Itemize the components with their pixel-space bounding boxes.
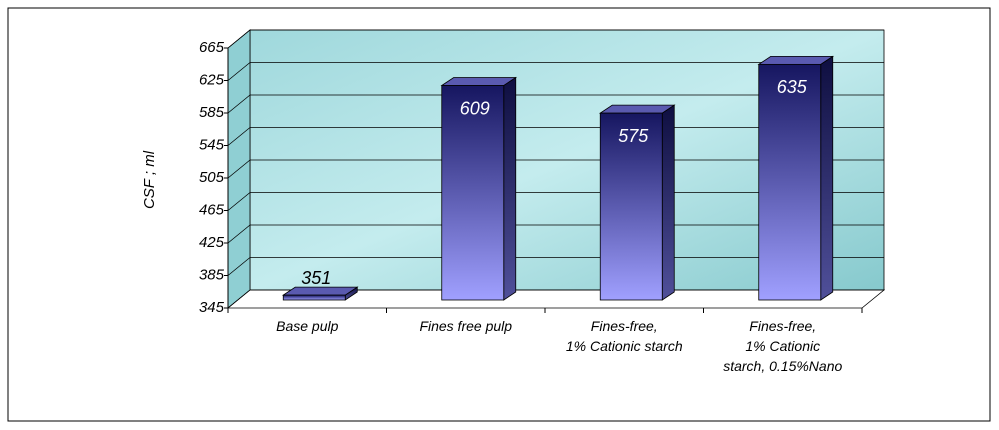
bar-top bbox=[757, 55, 835, 65]
grid-line bbox=[227, 159, 251, 179]
y-tick-label: 545 bbox=[199, 136, 225, 153]
grid-line bbox=[227, 192, 251, 211]
x-tick-label: Base pulp bbox=[276, 318, 339, 334]
bar-top bbox=[281, 286, 359, 296]
bar-top bbox=[440, 77, 518, 86]
bar bbox=[599, 112, 663, 301]
data-label: 635 bbox=[777, 77, 808, 97]
grid-line bbox=[227, 62, 251, 81]
bar bbox=[282, 294, 346, 301]
y-tick-label: 505 bbox=[199, 169, 225, 186]
y-axis-label: CSF ; ml bbox=[141, 150, 158, 209]
grid-line bbox=[227, 289, 251, 309]
bar-side bbox=[820, 55, 834, 301]
data-label: 351 bbox=[301, 268, 331, 288]
bar bbox=[441, 85, 505, 301]
bar-side bbox=[503, 76, 517, 301]
frame bbox=[7, 7, 991, 422]
y-tick-label: 425 bbox=[199, 234, 225, 251]
y-tick-label: 385 bbox=[199, 266, 225, 283]
grid-line bbox=[227, 94, 251, 114]
grid-line bbox=[227, 257, 251, 276]
y-tick-label: 665 bbox=[199, 39, 225, 56]
x-tick-label: Fines-free, 1% Cationic starch bbox=[565, 318, 683, 354]
y-tick-label: 345 bbox=[199, 299, 225, 316]
y-tick-label: 465 bbox=[199, 201, 225, 218]
y-tick-label: 625 bbox=[199, 71, 225, 88]
bar bbox=[758, 63, 822, 301]
x-tick-label: Fines free pulp bbox=[419, 318, 513, 334]
x-tick-label: Fines-free, 1% Cationic starch, 0.15%Nan… bbox=[723, 318, 843, 374]
grid-line bbox=[227, 29, 251, 49]
data-label: 609 bbox=[460, 98, 490, 118]
data-label: 575 bbox=[618, 126, 649, 146]
grid-line bbox=[227, 224, 251, 244]
bar-side bbox=[661, 104, 675, 301]
y-tick-label: 585 bbox=[199, 104, 225, 121]
bar-top bbox=[598, 104, 676, 114]
grid-line bbox=[227, 127, 251, 146]
